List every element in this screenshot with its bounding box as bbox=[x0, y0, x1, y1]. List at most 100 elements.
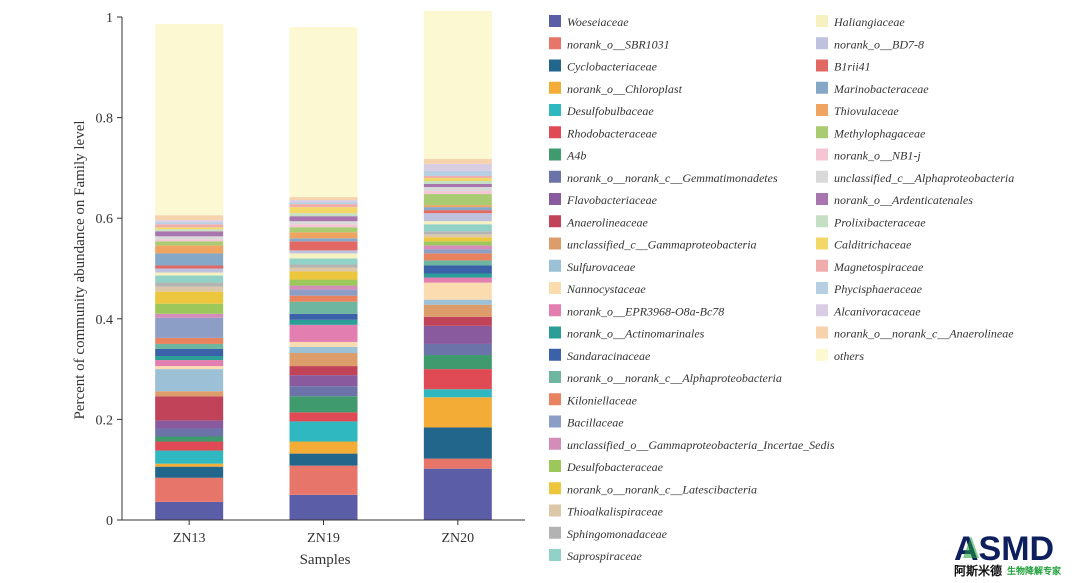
legend-item: Magnetospiraceae bbox=[816, 259, 924, 274]
legend-label: Bacillaceae bbox=[567, 416, 624, 430]
bar-segment-zn13-37 bbox=[155, 222, 224, 225]
legend-item: Methylophagaceae bbox=[816, 126, 926, 140]
legend-item: Thioalkalispiraceae bbox=[549, 504, 664, 519]
legend-swatch bbox=[816, 326, 828, 339]
legend: Woeseiaceae norank_o__SBR1031 Cyclobacteri… bbox=[549, 15, 1014, 563]
legend-swatch bbox=[549, 437, 561, 450]
legend-label: norank_o__EPR3968-O8a-Bc78 bbox=[567, 304, 724, 318]
legend-label: others bbox=[834, 349, 864, 363]
legend-swatch bbox=[816, 104, 828, 116]
legend-swatch bbox=[816, 304, 828, 317]
x-axis-title: Samples bbox=[300, 552, 351, 568]
bar-segment-zn19-39 bbox=[289, 197, 358, 201]
legend-item: Saprospiraceae bbox=[549, 549, 643, 563]
legend-swatch bbox=[816, 59, 828, 72]
legend-item: Woeseiaceae bbox=[549, 15, 629, 29]
bar-segment-zn20-21 bbox=[423, 237, 492, 242]
bar-segment-zn13-12 bbox=[155, 366, 224, 370]
bar-segment-zn13-26 bbox=[155, 268, 224, 273]
bar-segment-zn20-27 bbox=[423, 210, 492, 214]
bar-segment-zn19-13 bbox=[289, 324, 358, 342]
bar-segment-zn19-10 bbox=[289, 353, 358, 367]
legend-swatch bbox=[816, 282, 828, 294]
legend-swatch bbox=[549, 393, 561, 406]
bar-segment-zn20-18 bbox=[423, 249, 492, 254]
legend-label: unclassified_o__Gammaproteobacteria_Ince… bbox=[567, 438, 835, 452]
bar-segment-zn19-38 bbox=[289, 200, 358, 203]
legend-swatch bbox=[549, 282, 561, 294]
bar-segment-zn13-24 bbox=[155, 275, 224, 283]
bar-segment-zn13-7 bbox=[155, 428, 224, 437]
bar-segment-zn13-9 bbox=[155, 396, 224, 421]
y-tick-label: 1 bbox=[106, 11, 113, 26]
bar-segment-zn20-17 bbox=[423, 253, 492, 261]
bar-segment-zn20-4 bbox=[423, 389, 492, 398]
bar-segment-zn13-27 bbox=[155, 265, 224, 269]
legend-label: Nannocystaceae bbox=[566, 282, 646, 296]
bar-segment-zn19-28 bbox=[289, 238, 358, 242]
legend-item: norank_o__EPR3968-O8a-Bc78 bbox=[549, 304, 724, 318]
legend-label: Anaerolineaceae bbox=[566, 215, 649, 229]
legend-item: norank_o__BD7-8 bbox=[816, 37, 924, 51]
bar-segment-zn19-15 bbox=[289, 313, 358, 320]
bar-segment-zn19-25 bbox=[289, 253, 358, 259]
bar-segment-zn19-40 bbox=[289, 27, 358, 198]
legend-swatch bbox=[549, 348, 561, 361]
legend-swatch bbox=[549, 504, 561, 517]
legend-swatch bbox=[816, 170, 828, 183]
bar-segment-zn19-31 bbox=[289, 224, 358, 228]
legend-item: norank_o__norank_c__Latescibacteria bbox=[549, 482, 757, 496]
bar-segment-zn20-15 bbox=[423, 265, 492, 274]
legend-label: Desulfobacteraceae bbox=[566, 460, 664, 474]
bar-segment-zn20-19 bbox=[423, 245, 492, 250]
bar-segment-zn19-5 bbox=[289, 412, 358, 422]
legend-swatch bbox=[549, 549, 561, 561]
bar-segment-zn20-3 bbox=[423, 397, 492, 428]
bar-segment-zn19-11 bbox=[289, 346, 358, 354]
bar-segment-zn20-11 bbox=[423, 299, 492, 305]
bar-segment-zn20-35 bbox=[423, 177, 492, 181]
legend-item: norank_o__norank_c__Gemmatimonadetes bbox=[549, 170, 778, 185]
legend-item: Calditrichaceae bbox=[816, 237, 912, 252]
bar-segment-zn13-4 bbox=[155, 450, 224, 464]
legend-swatch bbox=[549, 482, 561, 495]
legend-item: Anaerolineaceae bbox=[549, 215, 649, 229]
bar-segment-zn13-17 bbox=[155, 337, 224, 344]
legend-label: Cyclobacteriaceae bbox=[567, 60, 658, 74]
bar-segment-zn13-39 bbox=[155, 215, 224, 221]
y-tick-label: 0.4 bbox=[96, 313, 114, 328]
legend-swatch bbox=[549, 460, 561, 472]
bar-segment-zn13-38 bbox=[155, 220, 224, 223]
y-tick-label: 0.2 bbox=[96, 413, 114, 428]
bar-segment-zn13-20 bbox=[155, 303, 224, 314]
bar-segment-zn20-28 bbox=[423, 207, 492, 211]
bar-segment-zn20-32 bbox=[423, 187, 492, 192]
legend-label: norank_o__SBR1031 bbox=[567, 37, 670, 51]
legend-item: Prolixibacteraceae bbox=[816, 215, 926, 229]
legend-label: Saprospiraceae bbox=[567, 549, 643, 563]
legend-label: Sphingomonadaceae bbox=[567, 527, 668, 541]
legend-label: Thioalkalispiraceae bbox=[567, 505, 664, 519]
bar-segment-zn13-25 bbox=[155, 272, 224, 276]
legend-item: Haliangiaceae bbox=[816, 15, 905, 29]
legend-swatch bbox=[549, 371, 561, 383]
bar-segment-zn19-3 bbox=[289, 441, 358, 454]
legend-label: norank_o__Chloroplast bbox=[567, 82, 683, 96]
legend-item: Marinobacteraceae bbox=[816, 81, 929, 96]
x-axis: ZN13 ZN19 ZN20 bbox=[122, 519, 525, 546]
bar-segment-zn13-28 bbox=[155, 253, 224, 266]
legend-item: norank_o__SBR1031 bbox=[549, 37, 670, 51]
legend-item: unclassified_o__Gammaproteobacteria_Ince… bbox=[549, 437, 835, 452]
bar-segment-zn19-36 bbox=[289, 204, 358, 208]
y-tick-label: 0 bbox=[106, 514, 113, 529]
legend-swatch bbox=[549, 126, 561, 139]
bar-segment-zn13-1 bbox=[155, 477, 224, 502]
bar-segment-zn19-34 bbox=[289, 213, 358, 217]
legend-swatch bbox=[549, 59, 561, 72]
legend-label: Flavobacteriaceae bbox=[566, 193, 658, 207]
bar-segment-zn19-7 bbox=[289, 386, 358, 397]
bar-segment-zn20-14 bbox=[423, 273, 492, 278]
bar-segment-zn20-0 bbox=[423, 468, 492, 520]
bar-segment-zn19-1 bbox=[289, 465, 358, 495]
legend-label: norank_o__Ardenticatenales bbox=[834, 193, 973, 207]
